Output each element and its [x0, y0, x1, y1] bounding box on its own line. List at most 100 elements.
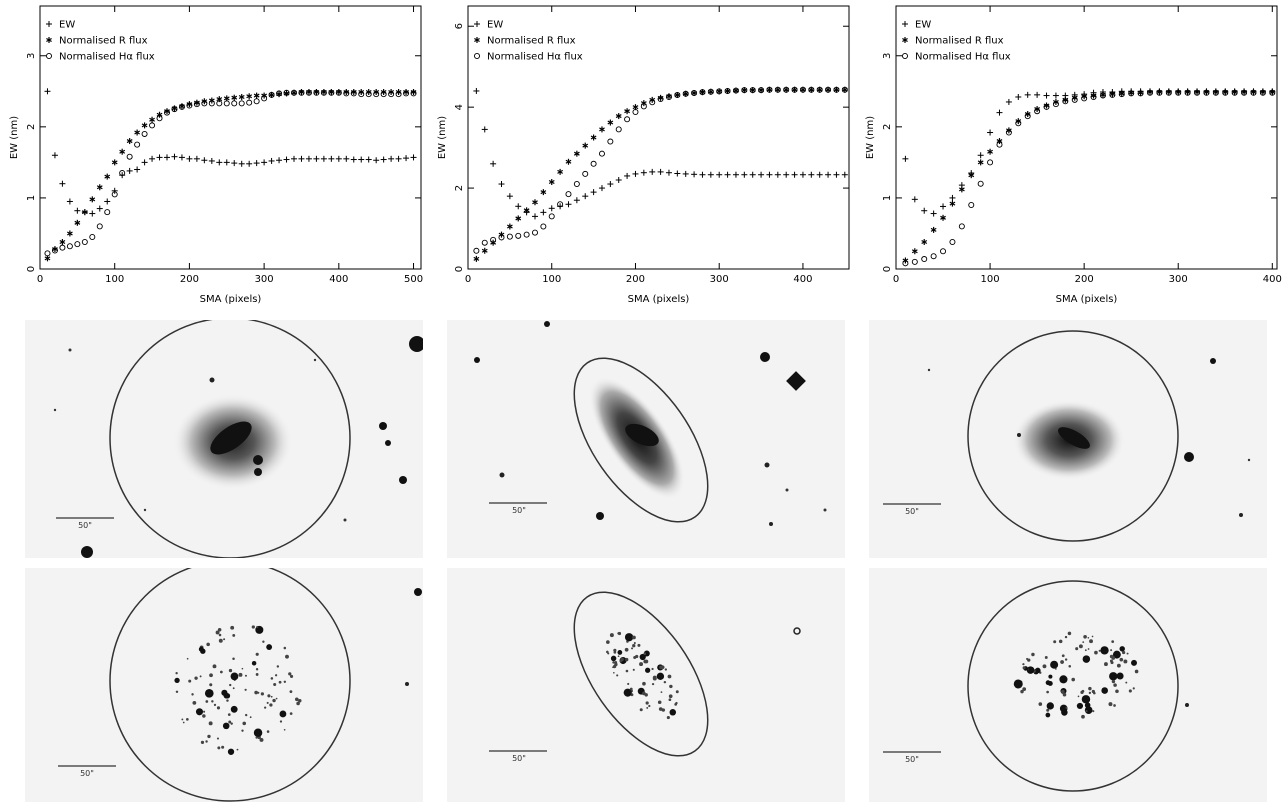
hii-region — [228, 668, 233, 673]
hii-region — [1038, 702, 1043, 706]
data-points — [902, 88, 1276, 267]
data-point — [291, 89, 298, 96]
data-point — [126, 167, 133, 174]
data-point — [833, 86, 840, 93]
ew-chart-2-svg: 0 100 200 300 400 0 2 4 6 SMA (pixels) EW (nm) EW No… — [437, 5, 850, 305]
hii-region — [1132, 687, 1135, 690]
ew-chart-1-svg: 0 100 200 300 400 500 0 1 2 3 SMA (pixels) EW (nm) E… — [9, 5, 423, 305]
data-point — [682, 170, 689, 177]
hii-region — [1088, 691, 1092, 695]
data-point — [119, 148, 126, 155]
data-point — [163, 109, 170, 116]
data-point — [977, 180, 984, 187]
data-point — [573, 181, 580, 188]
data-point — [732, 87, 739, 94]
data-point — [298, 89, 305, 96]
star — [499, 472, 505, 478]
data-point — [208, 157, 215, 164]
data-points — [44, 88, 417, 262]
hii-region — [232, 633, 236, 637]
data-point — [89, 234, 96, 241]
data-point — [624, 172, 631, 179]
data-point — [253, 98, 260, 105]
hii-region — [1044, 656, 1048, 659]
data-point — [81, 209, 88, 216]
hii-region — [215, 630, 220, 635]
data-point — [977, 152, 984, 159]
y-axis-label: EW (nm) — [437, 116, 448, 159]
data-point — [808, 86, 815, 93]
hii-region — [255, 652, 259, 656]
hii-region — [221, 689, 228, 696]
star — [53, 408, 57, 412]
hii-region — [241, 667, 244, 670]
data-point — [201, 157, 208, 164]
data-point — [674, 92, 681, 99]
hii-region — [1098, 649, 1101, 652]
legend-marker — [474, 21, 480, 27]
aperture-circle — [109, 568, 351, 802]
data-point — [164, 154, 170, 161]
hii-region — [251, 625, 255, 629]
data-point — [921, 207, 928, 214]
data-point — [833, 86, 840, 93]
hii-region — [1109, 659, 1113, 663]
hii-region — [1059, 704, 1068, 713]
data-point — [506, 193, 513, 200]
data-point — [624, 116, 631, 123]
hii-region — [645, 667, 651, 673]
x-tick-label: 400 — [329, 274, 348, 285]
hii-region — [269, 703, 273, 707]
star — [143, 508, 147, 512]
data-point — [490, 236, 497, 243]
data-point — [178, 103, 185, 110]
hii-region — [230, 722, 233, 725]
data-point — [1071, 96, 1078, 103]
data-point — [1062, 98, 1069, 105]
data-point — [783, 86, 790, 93]
data-point — [305, 89, 312, 96]
data-point — [66, 198, 73, 205]
legend-label: Normalised R flux — [59, 36, 148, 47]
data-point — [246, 160, 253, 167]
hii-region — [632, 635, 636, 640]
hii-region — [255, 668, 259, 671]
data-point — [615, 176, 622, 183]
data-point — [682, 90, 689, 97]
hii-region — [1054, 668, 1057, 670]
aperture-circle — [967, 580, 1179, 792]
data-point — [599, 126, 605, 133]
data-point — [540, 189, 547, 196]
hii-region — [219, 670, 223, 674]
data-point — [111, 187, 118, 194]
hii-region — [637, 643, 641, 647]
hii-region — [668, 694, 673, 699]
hii-region — [651, 667, 654, 671]
data-point — [607, 138, 614, 145]
data-point — [615, 113, 622, 120]
data-point — [156, 115, 163, 122]
hii-region — [230, 705, 238, 713]
y-tick-label: 0 — [26, 266, 37, 272]
data-point — [373, 91, 380, 98]
data-point — [996, 141, 1003, 148]
series-plus — [473, 87, 848, 220]
data-point — [573, 150, 580, 157]
data-point — [749, 87, 756, 94]
data-point — [557, 201, 564, 208]
hii-region — [1071, 677, 1076, 682]
hii-region — [1061, 654, 1065, 658]
star — [474, 357, 480, 363]
star — [785, 488, 789, 492]
hii-region — [1094, 650, 1098, 655]
scale-bar-label: 50" — [80, 769, 94, 778]
data-point — [632, 109, 639, 116]
y-tick-label: 4 — [454, 104, 465, 110]
data-point — [1052, 101, 1059, 108]
hii-region — [1111, 679, 1116, 684]
legend-label: Normalised Hα flux — [487, 52, 583, 63]
data-point — [276, 90, 283, 97]
data-point — [178, 154, 185, 161]
data-point — [515, 203, 522, 210]
hii-region — [1083, 634, 1087, 639]
